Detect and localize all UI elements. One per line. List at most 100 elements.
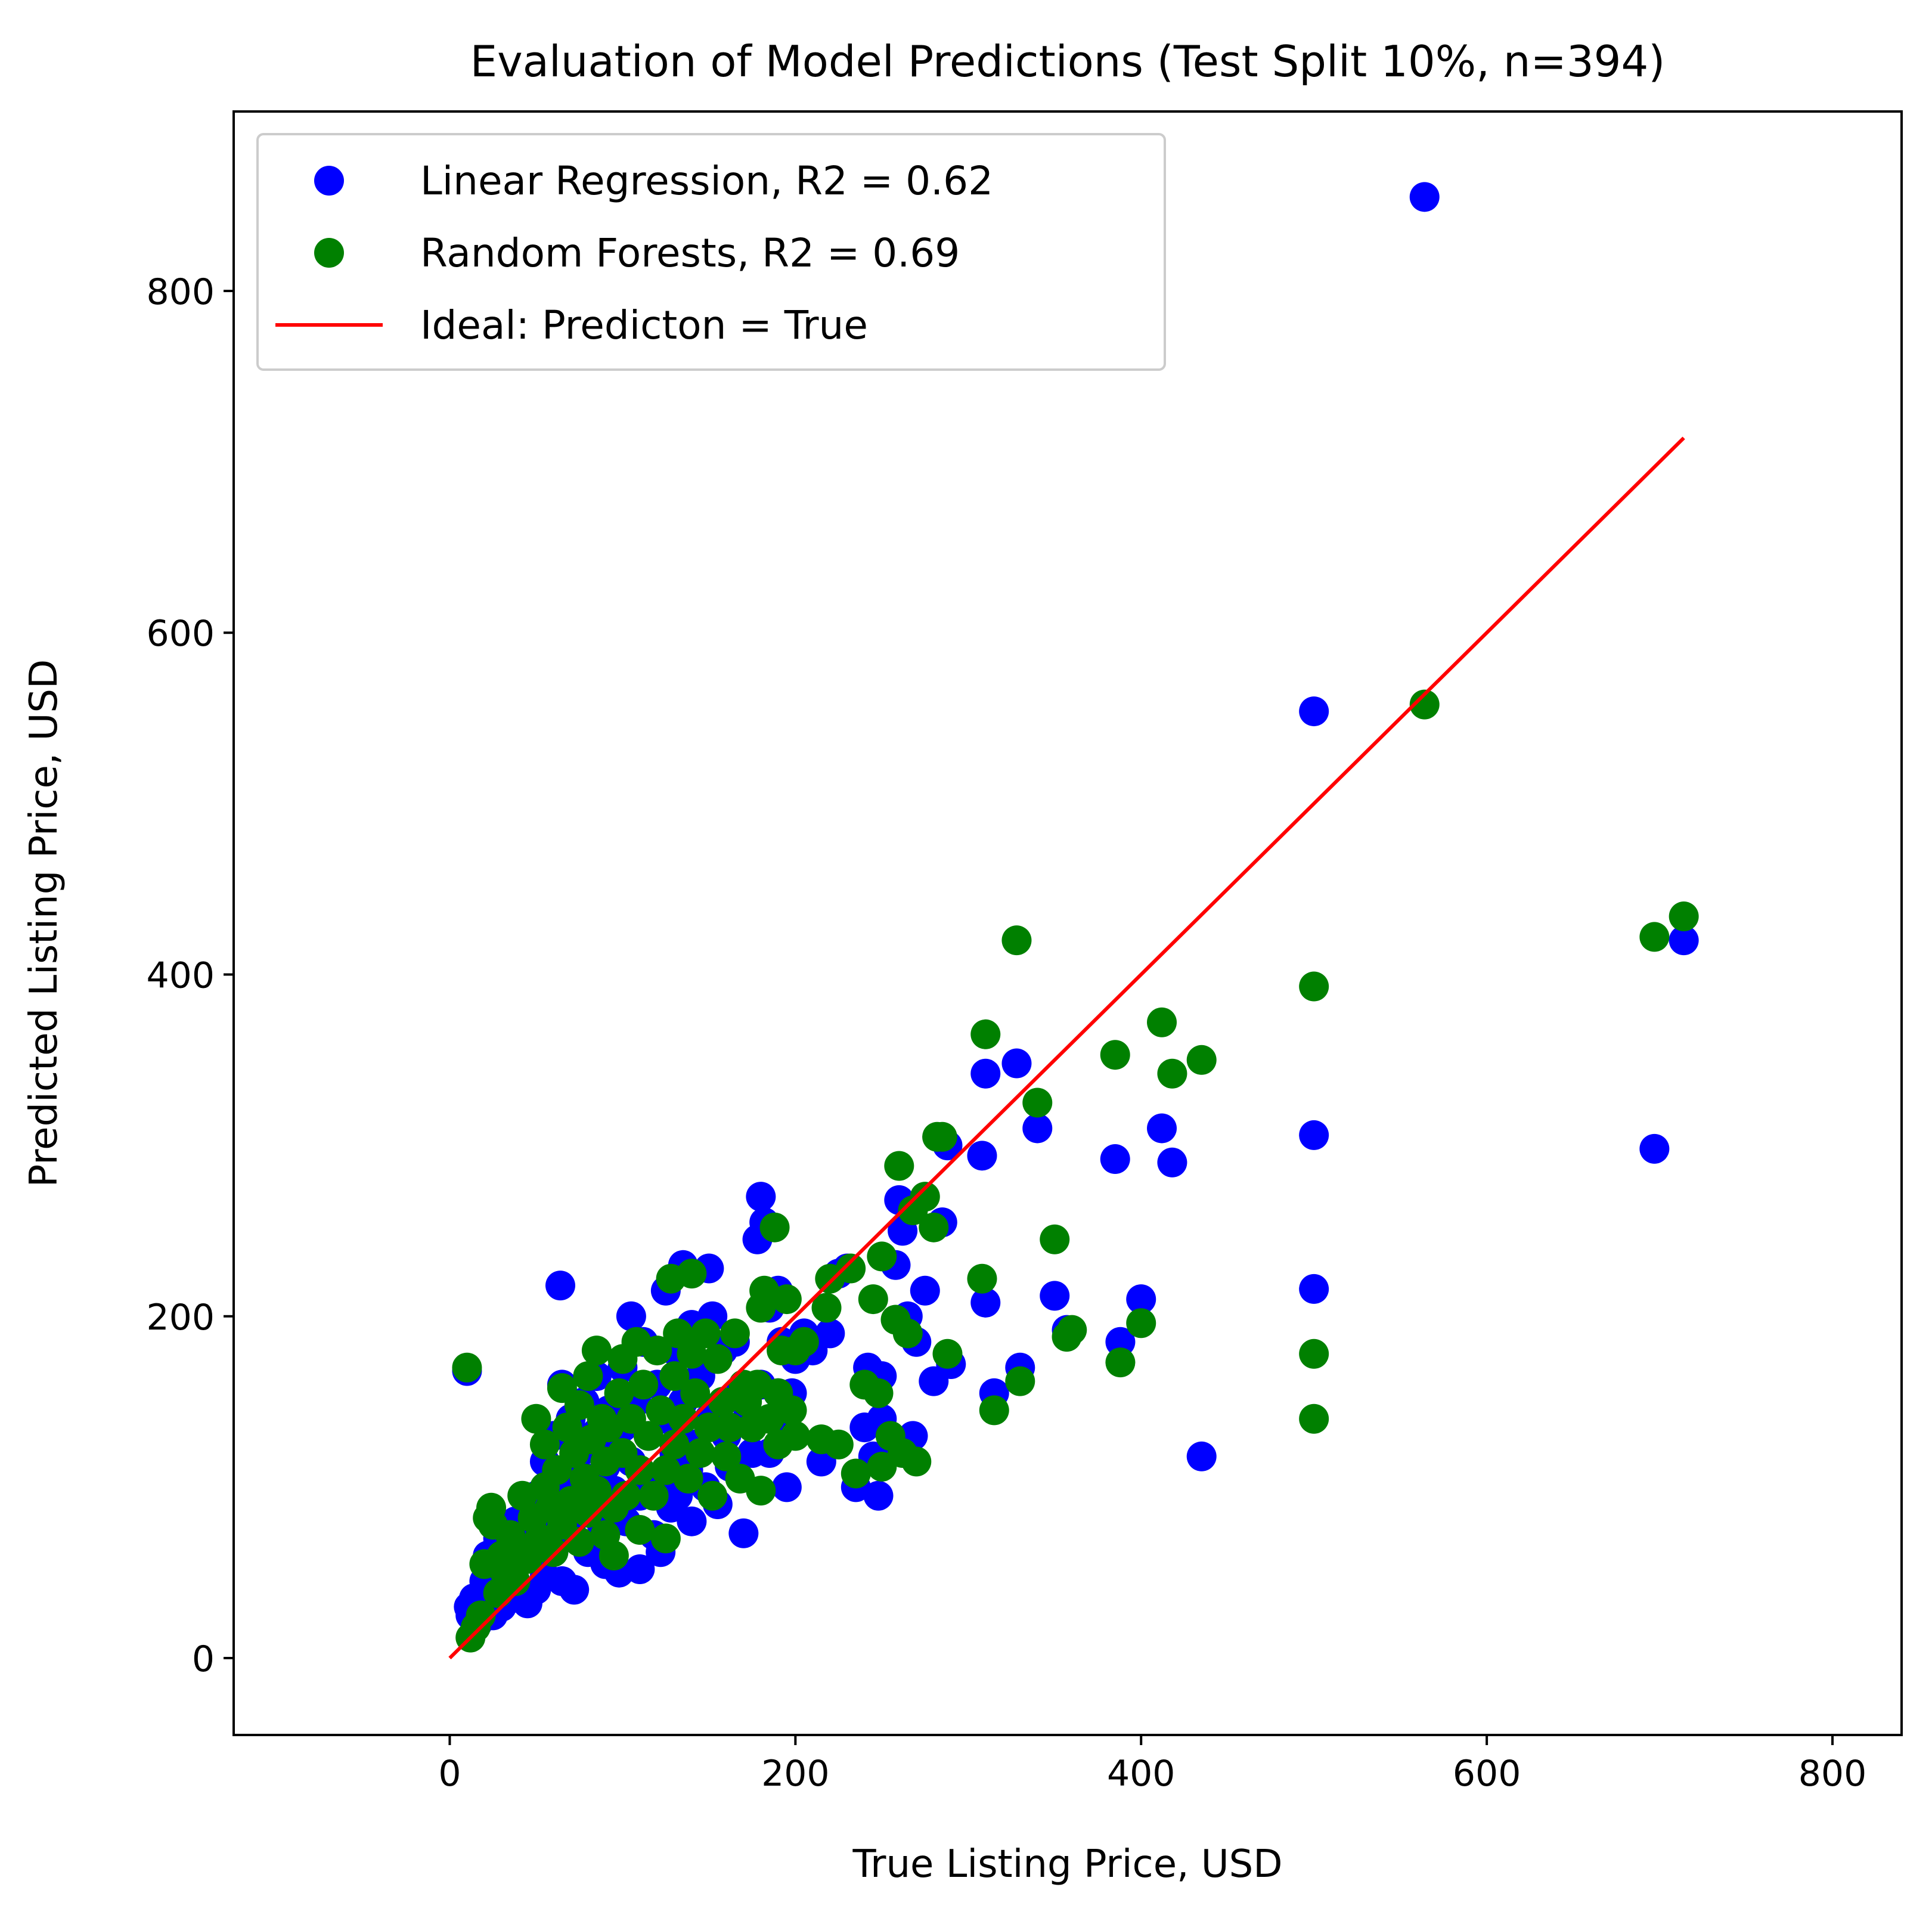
x-tick-label-4: 800 <box>1798 1753 1867 1795</box>
series-1-point-133 <box>1299 1338 1329 1369</box>
series-1-point-127 <box>1105 1347 1136 1378</box>
series-1-point-74 <box>715 1412 745 1443</box>
series-1-point-40 <box>594 1412 624 1443</box>
series-1-point-129 <box>1147 1007 1177 1037</box>
series-1-point-90 <box>777 1395 807 1426</box>
series-0-point-144 <box>1147 1113 1177 1144</box>
series-1-point-20 <box>529 1429 560 1460</box>
series-0-point-127 <box>910 1275 940 1306</box>
series-1-point-68 <box>690 1318 721 1349</box>
series-1-point-101 <box>858 1284 888 1315</box>
series-1-point-60 <box>659 1429 690 1460</box>
series-2 <box>448 436 1685 1660</box>
series-1-point-97 <box>823 1429 854 1460</box>
series-0-point-138 <box>1022 1113 1053 1144</box>
series-1-point-82 <box>746 1476 776 1506</box>
series-1-point-137 <box>1669 901 1699 932</box>
series-1-point-98 <box>836 1253 866 1284</box>
series-1-point-29 <box>564 1527 594 1557</box>
legend-entry-0: Linear Regression, R2 = 0.62 <box>314 158 993 204</box>
series-0-point-95 <box>746 1182 776 1212</box>
series-1-point-109 <box>892 1318 923 1349</box>
x-axis-label: True Listing Price, USD <box>852 1842 1282 1886</box>
series-1-point-136 <box>1639 922 1670 952</box>
series-1-point-75 <box>720 1318 750 1349</box>
series-1-point-122 <box>1022 1087 1053 1118</box>
series-0-point-151 <box>1639 1133 1670 1164</box>
series-0-point-143 <box>1126 1284 1156 1315</box>
series-1-point-66 <box>680 1378 711 1408</box>
series-1-point-126 <box>1100 1040 1130 1070</box>
series-1-point-62 <box>668 1403 698 1434</box>
legend-label-2: Ideal: Predicton = True <box>420 302 868 348</box>
series-1-point-89 <box>771 1284 802 1315</box>
series-0-point-147 <box>1299 696 1329 727</box>
series-0-point-152 <box>1669 925 1699 956</box>
series-1-point-128 <box>1126 1308 1156 1338</box>
series-1-point-55 <box>646 1395 676 1426</box>
series-1-point-116 <box>932 1338 963 1369</box>
series-1-point-0 <box>452 1352 482 1383</box>
series-1-point-51 <box>628 1370 659 1400</box>
series-0-point-60 <box>625 1554 655 1584</box>
series-0-point-91 <box>728 1518 759 1548</box>
series-0-point-77 <box>677 1506 707 1536</box>
series-1-point-50 <box>625 1515 655 1545</box>
y-tick-label-0: 0 <box>192 1638 215 1680</box>
series-1-point-70 <box>697 1480 728 1511</box>
series-0-point-38 <box>559 1575 590 1605</box>
series-1-point-56 <box>650 1455 681 1485</box>
series-0-point-104 <box>771 1472 802 1502</box>
series-1-point-54 <box>642 1336 672 1366</box>
series-0-point-149 <box>1299 1274 1329 1304</box>
series-1-point-73 <box>711 1441 742 1471</box>
y-tick-label-2: 400 <box>146 955 215 996</box>
series-1-point-132 <box>1299 971 1329 1002</box>
series-0-point-134 <box>970 1287 1001 1318</box>
series-1-point-130 <box>1157 1058 1187 1089</box>
series-1-point-131 <box>1186 1045 1217 1075</box>
series-1-point-43 <box>604 1378 634 1408</box>
series-1-point-102 <box>863 1378 894 1408</box>
y-tick-label-4: 800 <box>146 271 215 313</box>
series-0-point-141 <box>1100 1144 1130 1175</box>
series-1 <box>452 689 1699 1653</box>
series-1-point-32 <box>573 1361 603 1392</box>
series-0-point-142 <box>1105 1327 1136 1357</box>
series-1-point-83 <box>749 1275 780 1306</box>
series-1-point-12 <box>500 1566 531 1597</box>
series-1-point-42 <box>598 1541 629 1571</box>
legend: Linear Regression, R2 = 0.62 Random Fores… <box>256 133 1166 371</box>
ticks-layer: 0 200 400 600 800 0 200 400 600 800 <box>146 271 1866 1795</box>
series-0-point-150 <box>1409 182 1440 212</box>
series-0-point-57 <box>616 1301 646 1331</box>
y-tick-label-1: 200 <box>146 1297 215 1338</box>
chart-title: Evaluation of Model Predictions (Test Sp… <box>470 36 1666 86</box>
series-1-point-64 <box>677 1259 707 1289</box>
series-0-point-139 <box>1040 1281 1070 1311</box>
y-axis-label: Predicted Listing Price, USD <box>22 659 66 1188</box>
series-1-point-30 <box>564 1390 594 1420</box>
series-layer <box>448 182 1699 1660</box>
legend-label-1: Random Forests, R2 = 0.69 <box>420 230 960 276</box>
series-1-point-113 <box>919 1212 949 1243</box>
plot-frame <box>232 110 1903 1736</box>
series-1-point-17 <box>521 1403 551 1434</box>
series-1-point-118 <box>970 1019 1001 1049</box>
series-1-point-67 <box>685 1438 715 1468</box>
series-1-point-107 <box>884 1151 914 1181</box>
series-1-point-91 <box>780 1421 811 1451</box>
series-1-point-3 <box>466 1600 496 1631</box>
series-1-point-85 <box>759 1212 790 1243</box>
series-0-point-148 <box>1299 1120 1329 1150</box>
series-0-point-110 <box>815 1318 845 1349</box>
series-1-point-119 <box>979 1395 1009 1426</box>
legend-label-0: Linear Regression, R2 = 0.62 <box>420 158 993 204</box>
series-1-point-84 <box>754 1403 784 1434</box>
series-1-point-59 <box>659 1361 690 1392</box>
series-1-point-63 <box>673 1464 703 1494</box>
legend-box <box>256 133 1166 371</box>
x-tick-label-1: 200 <box>761 1753 830 1795</box>
series-0-point-136 <box>1001 1048 1032 1079</box>
